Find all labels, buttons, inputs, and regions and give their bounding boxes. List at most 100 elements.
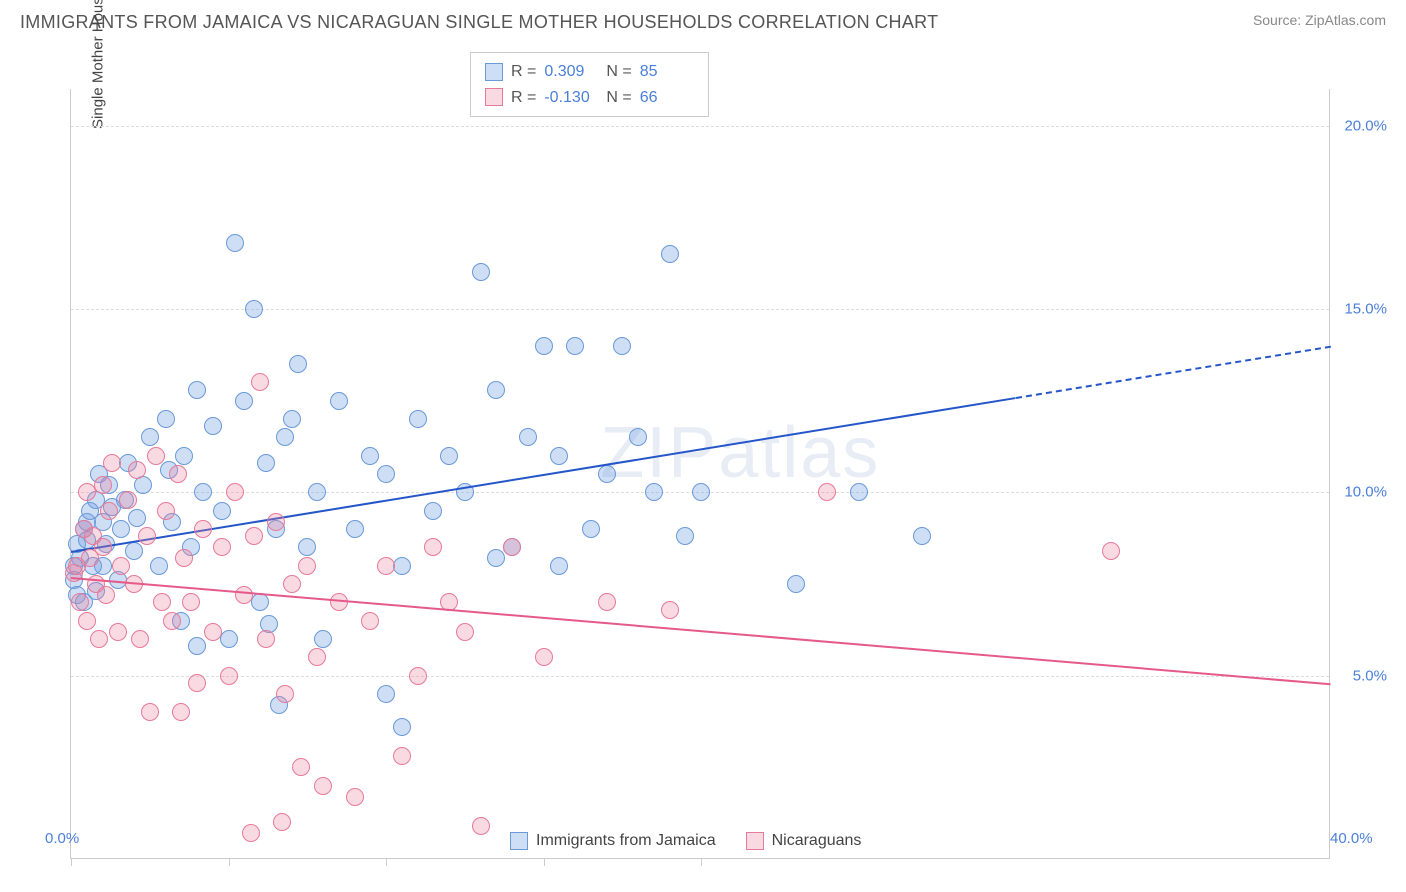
scatter-point xyxy=(661,245,679,263)
scatter-point xyxy=(157,502,175,520)
scatter-point xyxy=(289,355,307,373)
scatter-point xyxy=(90,630,108,648)
scatter-point xyxy=(692,483,710,501)
scatter-point xyxy=(393,718,411,736)
scatter-point xyxy=(298,557,316,575)
gridline xyxy=(71,126,1329,127)
scatter-point xyxy=(157,410,175,428)
scatter-point xyxy=(235,392,253,410)
scatter-point xyxy=(103,454,121,472)
scatter-point xyxy=(188,674,206,692)
scatter-point xyxy=(314,777,332,795)
scatter-point xyxy=(676,527,694,545)
scatter-point xyxy=(273,813,291,831)
scatter-point xyxy=(818,483,836,501)
scatter-point xyxy=(409,410,427,428)
scatter-point xyxy=(377,557,395,575)
scatter-point xyxy=(503,538,521,556)
scatter-point xyxy=(308,648,326,666)
scatter-point xyxy=(645,483,663,501)
watermark: ZIPatlas xyxy=(600,412,880,494)
x-tick-mark xyxy=(701,858,702,866)
scatter-point xyxy=(128,509,146,527)
scatter-point xyxy=(582,520,600,538)
scatter-point xyxy=(128,461,146,479)
x-tick-mark xyxy=(544,858,545,866)
scatter-point xyxy=(226,483,244,501)
scatter-point xyxy=(112,557,130,575)
legend-row: R =0.309N =85 xyxy=(485,59,694,85)
scatter-point xyxy=(661,601,679,619)
correlation-legend: R =0.309N =85R =-0.130N =66 xyxy=(470,52,709,117)
scatter-point xyxy=(276,685,294,703)
scatter-point xyxy=(112,520,130,538)
scatter-point xyxy=(194,483,212,501)
y-tick-label: 10.0% xyxy=(1344,484,1387,501)
scatter-point xyxy=(787,575,805,593)
scatter-point xyxy=(276,428,294,446)
x-tick-mark xyxy=(71,858,72,866)
x-tick-mark xyxy=(386,858,387,866)
scatter-point xyxy=(125,542,143,560)
scatter-point xyxy=(519,428,537,446)
scatter-point xyxy=(346,788,364,806)
legend-n-value: 85 xyxy=(640,59,694,85)
gridline xyxy=(71,676,1329,677)
scatter-point xyxy=(440,447,458,465)
scatter-point xyxy=(550,447,568,465)
scatter-point xyxy=(194,520,212,538)
legend-item: Nicaraguans xyxy=(746,832,862,850)
scatter-point xyxy=(1102,542,1120,560)
scatter-point xyxy=(97,586,115,604)
scatter-point xyxy=(204,623,222,641)
scatter-point xyxy=(100,502,118,520)
scatter-point xyxy=(213,538,231,556)
x-tick-label-left: 0.0% xyxy=(45,830,79,847)
scatter-point xyxy=(235,586,253,604)
scatter-point xyxy=(245,527,263,545)
scatter-point xyxy=(472,817,490,835)
scatter-point xyxy=(182,593,200,611)
scatter-point xyxy=(251,373,269,391)
series-legend: Immigrants from Jamaica Nicaraguans xyxy=(510,832,861,850)
scatter-point xyxy=(213,502,231,520)
scatter-point xyxy=(245,300,263,318)
scatter-point xyxy=(598,465,616,483)
legend-r-value: -0.130 xyxy=(544,85,598,111)
scatter-point xyxy=(330,392,348,410)
scatter-point xyxy=(424,538,442,556)
x-tick-label-right: 40.0% xyxy=(1330,830,1373,847)
scatter-point xyxy=(109,623,127,641)
scatter-point xyxy=(175,447,193,465)
scatter-point xyxy=(283,575,301,593)
scatter-point xyxy=(147,447,165,465)
y-tick-label: 20.0% xyxy=(1344,117,1387,134)
scatter-point xyxy=(598,593,616,611)
scatter-point xyxy=(409,667,427,685)
legend-swatch xyxy=(485,88,503,106)
scatter-point xyxy=(283,410,301,428)
scatter-point xyxy=(298,538,316,556)
scatter-point xyxy=(550,557,568,575)
scatter-point xyxy=(153,593,171,611)
scatter-point xyxy=(172,703,190,721)
scatter-point xyxy=(472,263,490,281)
scatter-point xyxy=(308,483,326,501)
scatter-point xyxy=(141,703,159,721)
scatter-point xyxy=(292,758,310,776)
scatter-point xyxy=(456,623,474,641)
legend-swatch xyxy=(510,832,528,850)
scatter-point xyxy=(220,667,238,685)
scatter-point xyxy=(188,381,206,399)
scatter-point xyxy=(314,630,332,648)
scatter-point xyxy=(267,513,285,531)
scatter-point xyxy=(393,557,411,575)
y-tick-label: 15.0% xyxy=(1344,301,1387,318)
legend-item: Immigrants from Jamaica xyxy=(510,832,716,850)
x-tick-mark xyxy=(229,858,230,866)
scatter-point xyxy=(566,337,584,355)
scatter-point xyxy=(913,527,931,545)
scatter-point xyxy=(377,685,395,703)
scatter-point xyxy=(850,483,868,501)
scatter-point xyxy=(94,538,112,556)
